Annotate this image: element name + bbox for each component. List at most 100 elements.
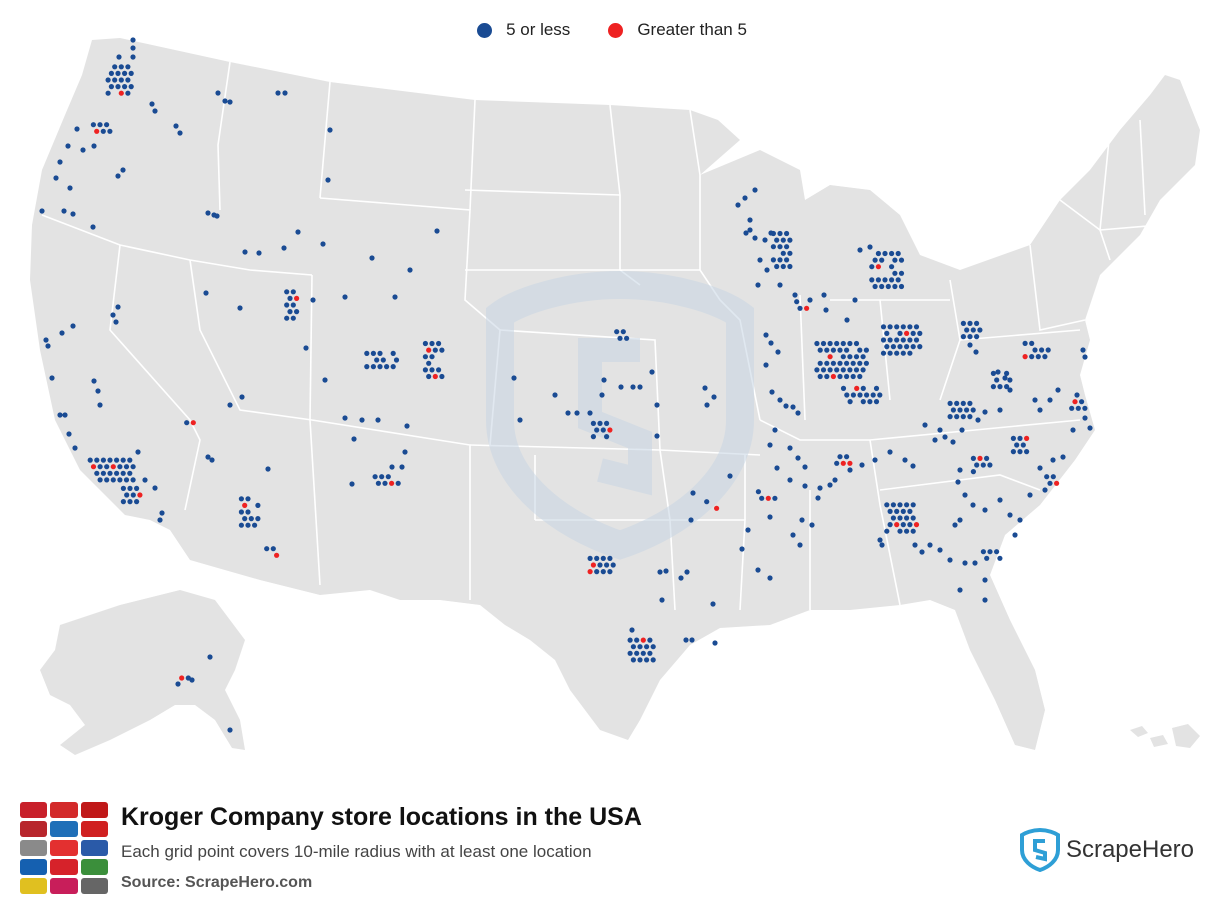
store-point-low	[820, 340, 827, 347]
store-point-low	[1032, 347, 1038, 353]
store-point-low	[882, 277, 888, 283]
store-point-low	[370, 350, 376, 356]
store-point-low	[1014, 442, 1020, 448]
source-credit: Source: ScrapeHero.com	[121, 874, 313, 891]
store-point-low	[910, 502, 916, 508]
store-point-high	[765, 495, 771, 501]
store-point-low	[310, 297, 316, 303]
store-point-low	[884, 528, 890, 534]
store-point-low	[647, 650, 653, 656]
store-point-low	[1002, 375, 1008, 381]
store-point-low	[1050, 457, 1056, 463]
logo-chip	[80, 859, 108, 875]
store-point-low	[120, 499, 126, 505]
store-point-low	[1004, 370, 1010, 376]
store-point-low	[393, 357, 400, 363]
store-point-low	[902, 457, 908, 463]
store-point-low	[287, 295, 293, 301]
store-point-low	[128, 70, 134, 76]
store-point-low	[597, 562, 603, 568]
store-point-low	[957, 407, 963, 413]
store-point-low	[880, 350, 887, 356]
store-point-low	[894, 508, 900, 514]
store-point-low	[203, 290, 209, 296]
store-point-low	[954, 414, 960, 420]
store-point-low	[783, 403, 789, 409]
store-point-low	[127, 457, 133, 463]
store-point-low	[392, 294, 398, 300]
store-point-low	[912, 542, 918, 548]
store-point-low	[882, 250, 888, 257]
logo-chip	[80, 840, 108, 856]
store-point-low	[974, 320, 980, 326]
store-point-low	[517, 417, 523, 423]
store-point-low	[135, 449, 141, 455]
state-border-line	[319, 81, 331, 199]
store-point-low	[1082, 405, 1088, 411]
store-point-low	[255, 516, 261, 522]
store-point-low	[787, 445, 793, 451]
store-point-low	[227, 402, 233, 408]
store-point-low	[1042, 487, 1048, 493]
store-point-low	[807, 297, 813, 303]
store-point-low	[900, 508, 906, 514]
store-point-low	[117, 477, 123, 483]
store-point-high	[90, 464, 97, 470]
store-point-low	[118, 64, 124, 70]
store-point-low	[890, 515, 897, 521]
store-point-low	[987, 549, 993, 555]
store-point-low	[1032, 397, 1038, 403]
map-title: Kroger Company store locations in the US…	[121, 803, 642, 831]
store-point-low	[879, 283, 885, 290]
store-point-low	[377, 350, 383, 356]
store-point-low	[980, 462, 986, 468]
store-point-low	[565, 410, 571, 416]
store-point-low	[877, 392, 883, 398]
store-point-low	[887, 337, 893, 343]
store-point-low	[209, 457, 215, 463]
store-point-low	[759, 495, 765, 501]
store-point-low	[887, 522, 893, 528]
store-point-low	[967, 400, 973, 406]
store-point-low	[802, 483, 808, 489]
store-point-low	[847, 354, 853, 360]
store-point-low	[772, 427, 778, 433]
store-point-low	[890, 502, 897, 508]
store-point-low	[90, 224, 96, 230]
store-point-low	[797, 542, 803, 548]
store-point-low	[897, 515, 903, 521]
map-subtitle: Each grid point covers 10-mile radius wi…	[121, 842, 592, 861]
store-point-low	[767, 575, 773, 581]
store-point-low	[894, 350, 900, 356]
store-point-low	[1007, 387, 1013, 393]
store-point-low	[897, 528, 903, 534]
store-point-high	[847, 460, 853, 466]
store-point-low	[869, 264, 875, 270]
store-point-low	[752, 187, 758, 193]
store-point-low	[45, 343, 51, 349]
state-border-line	[609, 104, 621, 270]
store-point-low	[630, 384, 636, 390]
state-border-line	[759, 419, 870, 441]
store-point-low	[887, 449, 893, 455]
hawaii-shape	[1130, 724, 1200, 748]
store-point-low	[780, 263, 786, 270]
store-point-low	[125, 90, 131, 96]
store-point-low	[910, 463, 916, 469]
store-point-low	[1050, 474, 1056, 480]
store-point-low	[379, 474, 385, 480]
store-point-high	[804, 305, 810, 311]
state-border-line	[1099, 129, 1111, 231]
store-point-low	[1020, 442, 1026, 448]
store-point-low	[973, 349, 979, 355]
store-point-low	[880, 324, 887, 330]
store-point-low	[110, 477, 116, 483]
store-point-low	[94, 457, 100, 463]
store-point-low	[1079, 399, 1085, 405]
store-point-low	[1024, 449, 1030, 455]
store-point-low	[327, 127, 333, 133]
store-point-low	[130, 54, 136, 60]
store-point-low	[1045, 347, 1051, 353]
logo-chip	[80, 802, 108, 818]
store-point-low	[997, 384, 1003, 390]
